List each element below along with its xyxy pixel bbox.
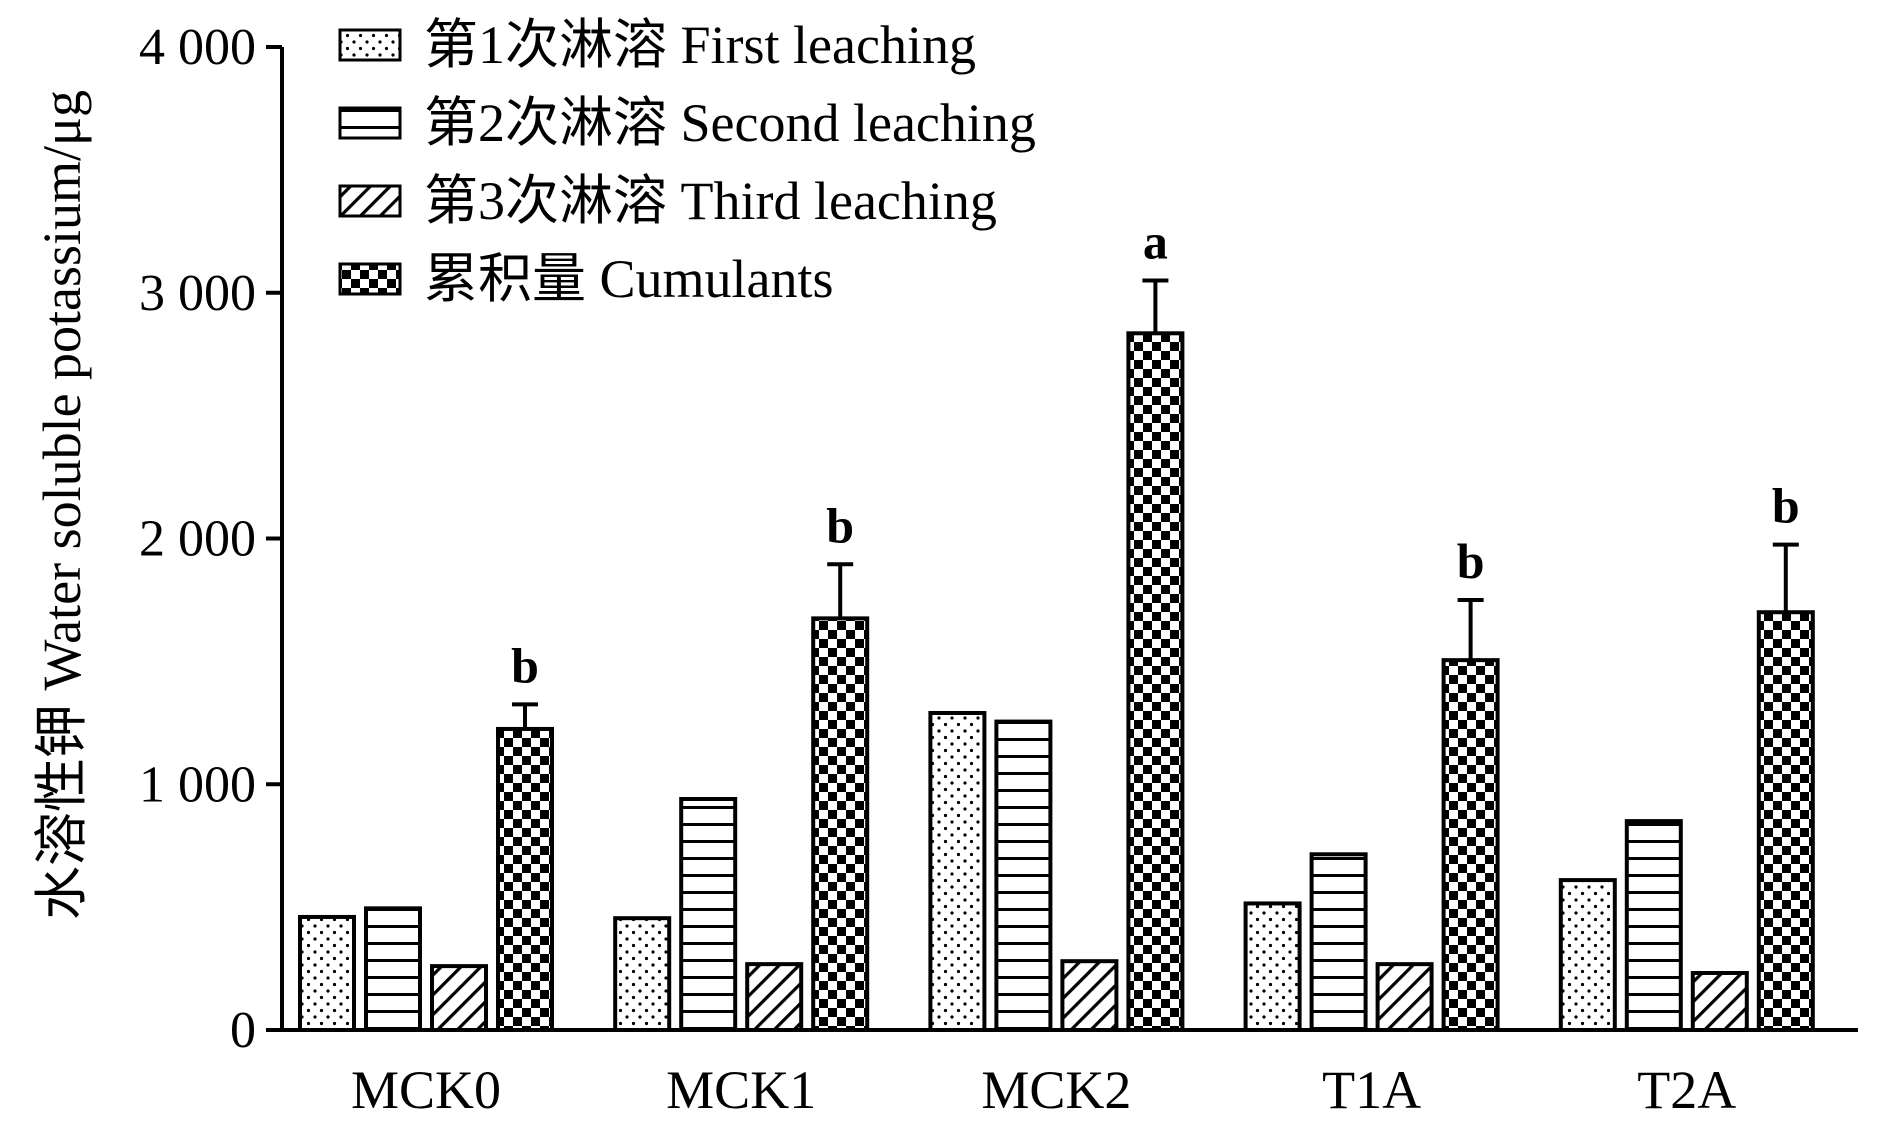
- bar: [994, 719, 1053, 1032]
- y-axis: 0 1 000 2 000 3 000 4 000: [139, 19, 284, 1059]
- bar: [1309, 852, 1368, 1032]
- bar: [745, 962, 804, 1032]
- bar: [1624, 819, 1683, 1032]
- y-tick-label: 4 000: [139, 19, 256, 76]
- legend-swatch: [338, 184, 402, 218]
- legend-swatch: [338, 28, 402, 62]
- bar: [364, 906, 422, 1033]
- bar: [496, 726, 554, 1032]
- bar: [928, 710, 987, 1032]
- bar: [1060, 959, 1119, 1032]
- bar: [1126, 331, 1185, 1032]
- legend: 第1次淋溶 First leaching 第2次淋溶 Second leachin…: [338, 15, 1036, 309]
- bar: [679, 796, 738, 1032]
- bars: b b a b b: [298, 213, 1815, 1033]
- significance-label: b: [1772, 478, 1800, 534]
- significance-label: b: [511, 637, 539, 693]
- x-category-label: T1A: [1322, 1060, 1421, 1120]
- bar: [430, 964, 488, 1032]
- y-tick-label: 3 000: [139, 265, 256, 322]
- significance-label: a: [1143, 213, 1168, 269]
- x-axis: MCK0 MCK1 MCK2 T1A T2A: [282, 1028, 1858, 1120]
- x-category-label: MCK2: [981, 1060, 1131, 1120]
- bar: [613, 916, 672, 1033]
- x-category-label: MCK1: [666, 1060, 816, 1120]
- y-tick-label: 2 000: [139, 511, 256, 568]
- x-category-label: T2A: [1637, 1060, 1736, 1120]
- significance-label: b: [1457, 533, 1485, 589]
- y-tick-label: 1 000: [139, 756, 256, 813]
- y-tick-label: 0: [230, 1002, 256, 1059]
- legend-label: 第2次淋溶 Second leaching: [424, 93, 1036, 153]
- legend-label: 第1次淋溶 First leaching: [424, 15, 976, 75]
- bar: [1441, 658, 1500, 1032]
- bar: [1756, 610, 1815, 1032]
- bar: [1690, 970, 1749, 1033]
- legend-label: 第3次淋溶 Third leaching: [424, 171, 997, 231]
- bar: [811, 616, 870, 1033]
- bar: [1243, 901, 1302, 1032]
- bar: [1375, 962, 1434, 1032]
- bar: [1558, 878, 1617, 1033]
- y-axis-label: 水溶性钾 Water soluble potassium/μg: [32, 90, 92, 920]
- x-category-label: MCK0: [351, 1060, 501, 1120]
- significance-label: b: [826, 497, 854, 553]
- legend-label: 累积量 Cumulants: [424, 249, 834, 309]
- legend-swatch: [338, 262, 402, 296]
- legend-swatch: [338, 106, 402, 140]
- bar: [298, 914, 356, 1033]
